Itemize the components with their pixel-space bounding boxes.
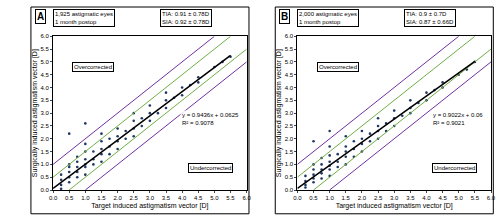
svg-text:5.5: 5.5 <box>226 195 235 201</box>
svg-text:1.5: 1.5 <box>41 149 50 155</box>
svg-text:2.0: 2.0 <box>113 195 122 201</box>
svg-text:4.5: 4.5 <box>41 72 50 78</box>
svg-text:4.0: 4.0 <box>41 85 50 91</box>
svg-text:1,925 astigmatic eyes1 month p: 1,925 astigmatic eyes1 month postop <box>55 11 113 25</box>
svg-text:TIA: 0.9 ± 0.7DSIA: 0.87 ± 0.6: TIA: 0.9 ± 0.7DSIA: 0.87 ± 0.66D <box>406 11 454 25</box>
svg-text:B: B <box>281 11 288 22</box>
svg-text:Surgically induced astigmatism: Surgically induced astigmatism vector [D… <box>275 49 283 177</box>
svg-text:4.5: 4.5 <box>438 195 447 201</box>
svg-text:3.5: 3.5 <box>41 97 50 103</box>
svg-text:4.0: 4.0 <box>422 195 431 201</box>
svg-text:1.5: 1.5 <box>97 195 106 201</box>
svg-text:0.0: 0.0 <box>49 195 58 201</box>
svg-text:6.0: 6.0 <box>285 33 294 39</box>
svg-text:5.0: 5.0 <box>41 59 50 65</box>
svg-text:2.0: 2.0 <box>41 136 50 142</box>
svg-text:6.0: 6.0 <box>487 195 496 201</box>
svg-text:0.0: 0.0 <box>41 187 50 193</box>
svg-text:Overcorrected: Overcorrected <box>319 64 357 70</box>
svg-text:3.0: 3.0 <box>285 110 294 116</box>
svg-text:TIA: 0.91 ± 0.78DSIA: 0.92 ± 0: TIA: 0.91 ± 0.78DSIA: 0.92 ± 0.78D <box>162 11 210 25</box>
svg-text:y = 0.9436x + 0.0625R² = 0.907: y = 0.9436x + 0.0625R² = 0.9078 <box>182 112 239 126</box>
svg-text:5.0: 5.0 <box>210 195 219 201</box>
svg-text:Undercorrected: Undercorrected <box>190 165 231 171</box>
svg-text:0.5: 0.5 <box>309 195 318 201</box>
svg-text:4.0: 4.0 <box>285 85 294 91</box>
svg-text:5.5: 5.5 <box>41 46 50 52</box>
svg-text:2.5: 2.5 <box>285 123 294 129</box>
svg-text:2.5: 2.5 <box>130 195 139 201</box>
svg-text:y = 0.9022x + 0.06R² = 0.9021: y = 0.9022x + 0.06R² = 0.9021 <box>433 112 483 126</box>
svg-text:2.5: 2.5 <box>374 195 383 201</box>
svg-text:2.0: 2.0 <box>358 195 367 201</box>
svg-text:4.5: 4.5 <box>285 72 294 78</box>
svg-text:Target induced astigmatism vec: Target induced astigmatism vector [D] <box>336 202 453 210</box>
svg-text:Overcorrected: Overcorrected <box>74 64 112 70</box>
svg-text:3.0: 3.0 <box>146 195 155 201</box>
svg-text:5.5: 5.5 <box>471 195 480 201</box>
svg-text:1.5: 1.5 <box>285 149 294 155</box>
svg-text:Surgically induced astigmatism: Surgically induced astigmatism vector [D… <box>31 49 39 177</box>
svg-text:3.0: 3.0 <box>390 195 399 201</box>
svg-text:0.0: 0.0 <box>293 195 302 201</box>
svg-text:5.0: 5.0 <box>285 59 294 65</box>
svg-text:1.0: 1.0 <box>285 161 294 167</box>
svg-text:3.0: 3.0 <box>41 110 50 116</box>
svg-text:A: A <box>37 11 44 22</box>
svg-text:Target induced astigmatism vec: Target induced astigmatism vector [D] <box>91 202 208 210</box>
svg-text:1.5: 1.5 <box>342 195 351 201</box>
svg-text:4.5: 4.5 <box>194 195 203 201</box>
svg-text:0.5: 0.5 <box>65 195 74 201</box>
svg-text:1.0: 1.0 <box>325 195 334 201</box>
svg-text:3.5: 3.5 <box>406 195 415 201</box>
svg-text:3.5: 3.5 <box>162 195 171 201</box>
svg-text:6.0: 6.0 <box>242 195 251 201</box>
svg-text:6.0: 6.0 <box>41 33 50 39</box>
svg-text:Undercorrected: Undercorrected <box>434 165 475 171</box>
svg-text:1.0: 1.0 <box>81 195 90 201</box>
svg-text:1.0: 1.0 <box>41 161 50 167</box>
svg-text:2.0: 2.0 <box>285 136 294 142</box>
svg-text:0.0: 0.0 <box>285 187 294 193</box>
svg-text:3.5: 3.5 <box>285 97 294 103</box>
svg-text:0.5: 0.5 <box>285 174 294 180</box>
svg-text:2.5: 2.5 <box>41 123 50 129</box>
svg-text:5.5: 5.5 <box>285 46 294 52</box>
svg-text:4.0: 4.0 <box>178 195 187 201</box>
svg-text:2,000 astigmatic eyes1 month p: 2,000 astigmatic eyes1 month postop <box>299 11 357 25</box>
svg-text:0.5: 0.5 <box>41 174 50 180</box>
svg-text:5.0: 5.0 <box>455 195 464 201</box>
